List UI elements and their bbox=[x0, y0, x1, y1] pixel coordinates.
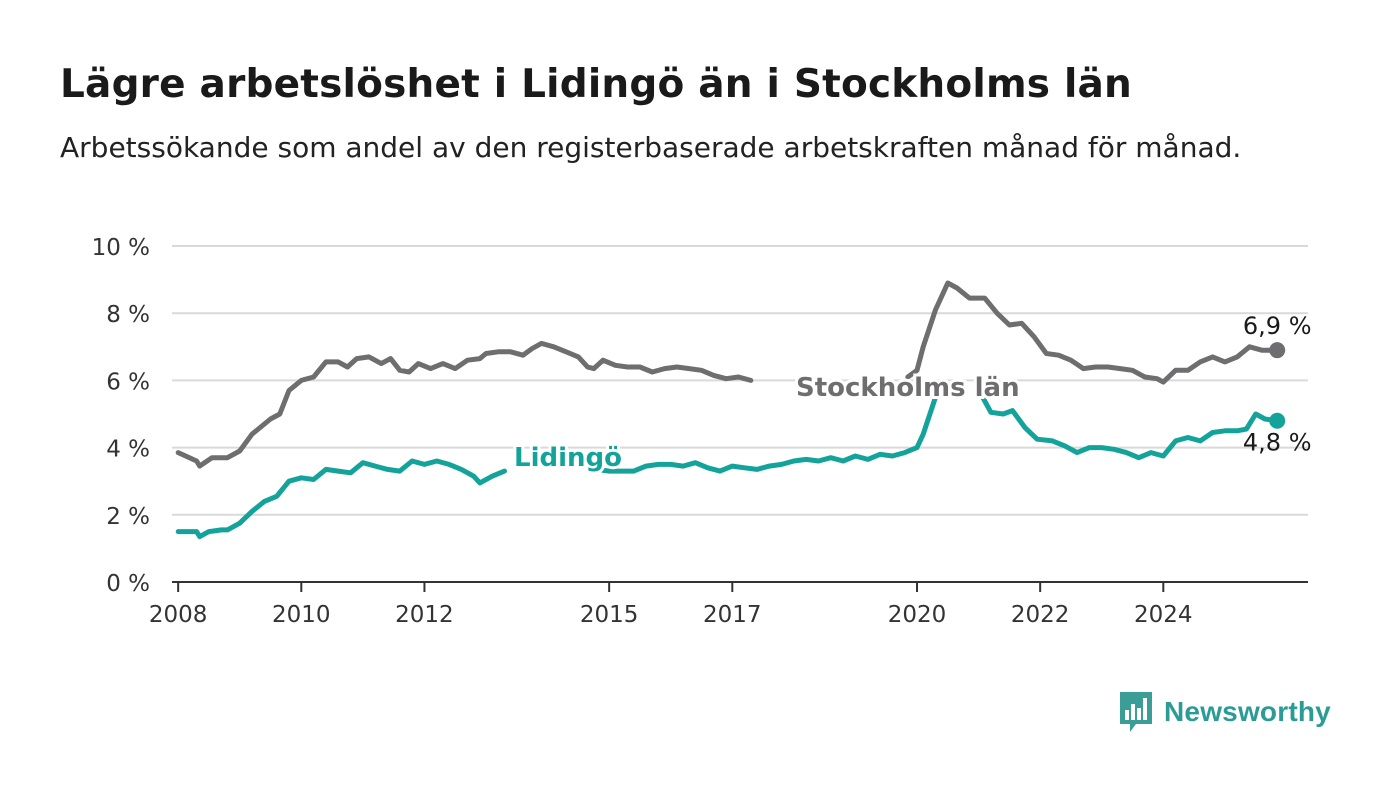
stockholm-series-line bbox=[905, 280, 1280, 385]
x-tick-label: 2010 bbox=[272, 602, 331, 628]
lidingo-end-point bbox=[1269, 412, 1286, 429]
x-tick-label: 2024 bbox=[1134, 602, 1193, 628]
y-tick-label: 4 % bbox=[106, 437, 150, 463]
x-tick-label: 2022 bbox=[1011, 602, 1070, 628]
x-tick-label: 2020 bbox=[888, 602, 947, 628]
stockholm-end-value-label: 6,9 % bbox=[1243, 312, 1312, 340]
y-tick-label: 2 % bbox=[106, 504, 150, 530]
lidingo-series-line bbox=[582, 386, 948, 474]
y-tick-label: 6 % bbox=[106, 369, 150, 395]
lidingo-series-line bbox=[175, 458, 507, 540]
chart-subtitle: Arbetssökande som andel av den registerb… bbox=[60, 131, 1242, 164]
stockholm-series-line bbox=[175, 340, 754, 469]
y-tick-label: 10 % bbox=[92, 235, 150, 261]
newsworthy-chart-bubble-icon bbox=[1120, 692, 1152, 732]
chart-title: Lägre arbetslöshet i Lidingö än i Stockh… bbox=[60, 62, 1133, 107]
lidingo-end-value-label: 4,8 % bbox=[1243, 429, 1312, 457]
lidingo-series-line bbox=[979, 393, 1280, 461]
logo-text: Newsworthy bbox=[1164, 696, 1331, 727]
stockholm-end-point bbox=[1269, 342, 1286, 359]
lidingo-series-label: Lidingö bbox=[514, 443, 622, 473]
x-tick-label: 2017 bbox=[703, 602, 762, 628]
x-tick-label: 2008 bbox=[149, 602, 208, 628]
y-tick-label: 8 % bbox=[106, 302, 150, 328]
x-tick-label: 2015 bbox=[580, 602, 639, 628]
x-tick-label: 2012 bbox=[395, 602, 454, 628]
stockholm-series-label: Stockholms län bbox=[796, 373, 1020, 403]
newsworthy-logo[interactable]: Newsworthy bbox=[1118, 690, 1331, 734]
y-tick-label: 0 % bbox=[106, 571, 150, 597]
